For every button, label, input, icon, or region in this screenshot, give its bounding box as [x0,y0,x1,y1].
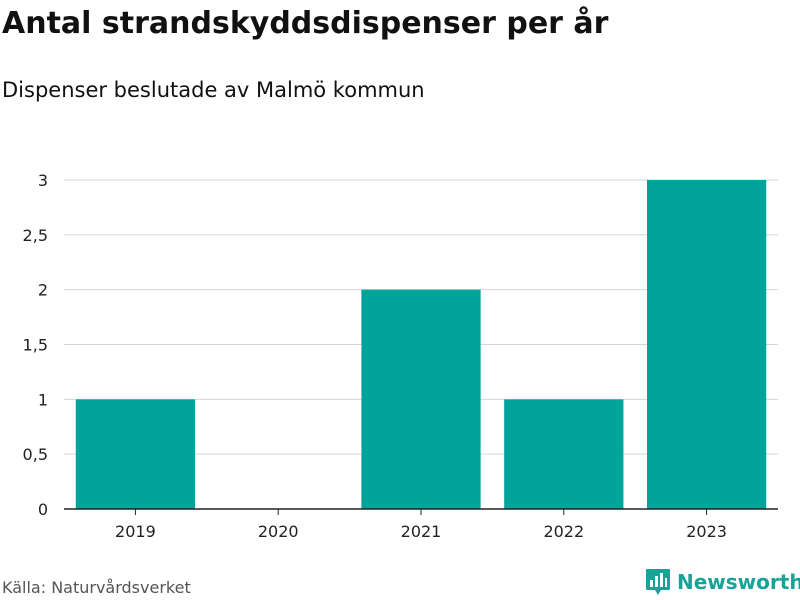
brand-logo: Newsworthy [645,568,800,596]
y-tick-label: 2 [38,281,48,300]
y-tick-label: 3 [38,171,48,190]
x-tick-label: 2022 [543,522,584,541]
bar [361,289,481,509]
chart-title: Antal strandskyddsdispenser per år [2,6,609,41]
bar [504,399,624,509]
bar [646,180,767,509]
chart-subtitle: Dispenser beslutade av Malmö kommun [2,78,425,102]
x-tick-label: 2020 [258,522,299,541]
bar [75,399,196,509]
x-tick-label: 2021 [401,522,442,541]
y-tick-label: 1,5 [23,336,48,355]
brand-name: Newsworthy [677,570,800,594]
y-tick-label: 0,5 [23,445,48,464]
y-tick-label: 1 [38,390,48,409]
bar-chart-icon [646,569,670,595]
y-tick-label: 2,5 [23,226,48,245]
x-tick-label: 2019 [115,522,156,541]
y-tick-label: 0 [38,500,48,519]
x-tick-label: 2023 [686,522,727,541]
source-note: Källa: Naturvårdsverket [2,578,191,597]
